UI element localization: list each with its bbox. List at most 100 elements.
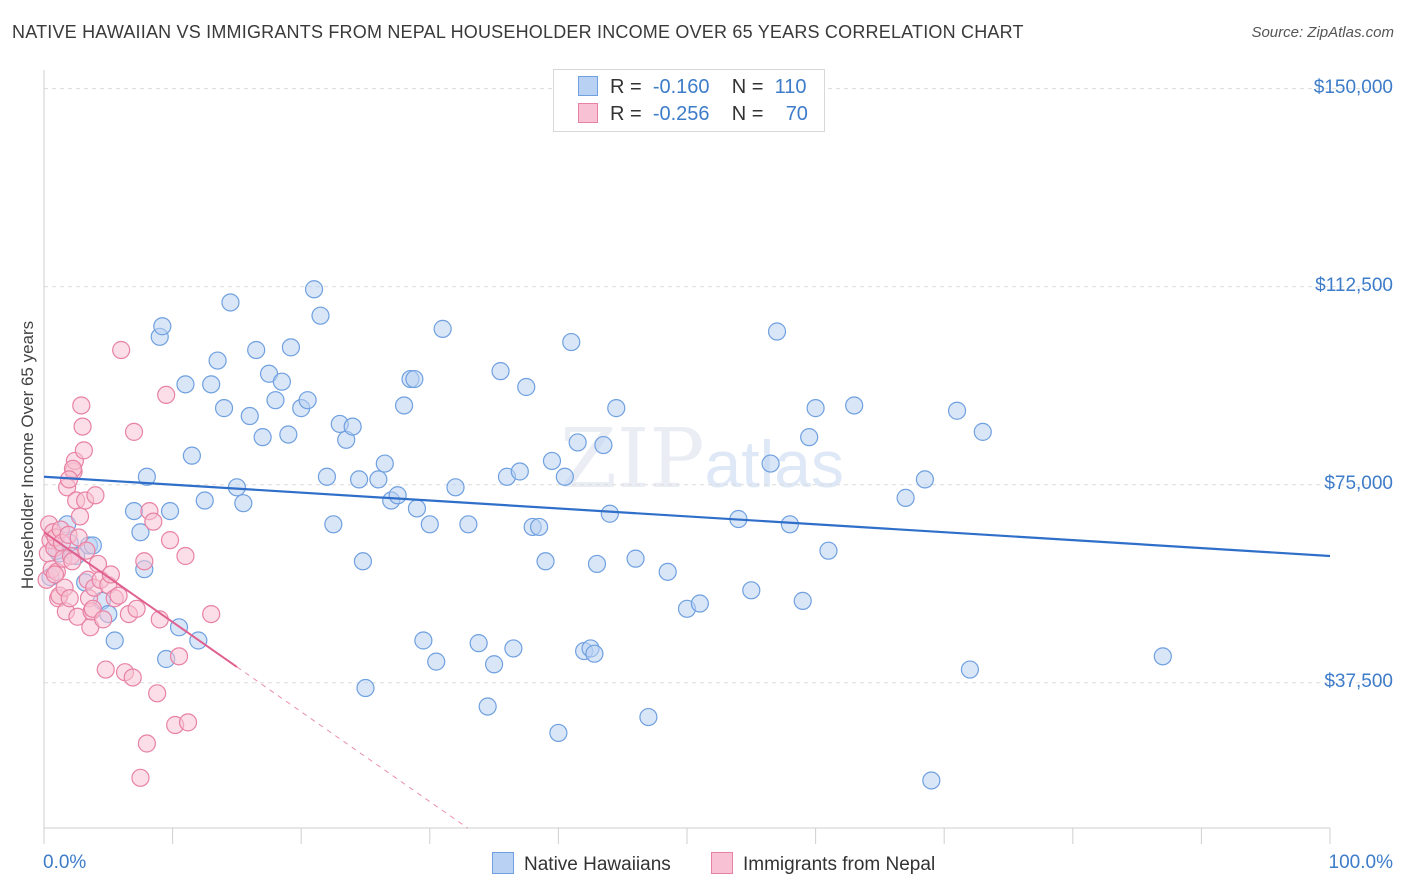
y-axis-label: Householder Income Over 65 years bbox=[18, 320, 37, 590]
data-point bbox=[549, 723, 568, 743]
data-point bbox=[178, 713, 198, 732]
trend-line-immigrants-from-nepal bbox=[43, 531, 238, 668]
data-point bbox=[922, 771, 941, 790]
data-point bbox=[144, 512, 163, 531]
data-point bbox=[690, 594, 709, 613]
data-point bbox=[973, 422, 992, 441]
data-point bbox=[202, 604, 221, 624]
data-point bbox=[767, 322, 787, 341]
data-point bbox=[324, 515, 343, 534]
legend-row-blue: R = -0.160 N = 110 bbox=[578, 76, 806, 99]
data-point bbox=[266, 391, 285, 410]
data-point bbox=[77, 541, 96, 560]
data-point bbox=[800, 428, 819, 447]
data-point bbox=[202, 375, 221, 394]
trend-extension-immigrants-from-nepal bbox=[236, 666, 468, 829]
data-point bbox=[74, 441, 93, 460]
data-point bbox=[742, 581, 761, 600]
data-point bbox=[160, 531, 180, 550]
data-point bbox=[281, 338, 301, 357]
data-point bbox=[947, 401, 967, 420]
data-point bbox=[127, 599, 146, 618]
data-point bbox=[587, 554, 607, 574]
data-point bbox=[960, 660, 980, 679]
data-point bbox=[234, 494, 253, 513]
legend-n-value: 70 bbox=[785, 103, 808, 125]
data-point bbox=[446, 478, 465, 497]
data-point bbox=[94, 610, 113, 629]
data-point bbox=[240, 406, 259, 426]
data-point bbox=[221, 293, 240, 312]
data-point bbox=[124, 422, 144, 441]
data-point bbox=[279, 425, 298, 444]
legend-row-pink: R = -0.256 N = 70 bbox=[578, 103, 808, 126]
data-point bbox=[780, 515, 799, 534]
data-point bbox=[639, 707, 658, 727]
data-point bbox=[356, 678, 375, 698]
pink-swatch-icon bbox=[578, 103, 598, 123]
data-point bbox=[530, 517, 549, 537]
y-tick-label: $37,500 bbox=[1324, 670, 1393, 692]
data-point bbox=[369, 470, 388, 489]
data-point bbox=[658, 562, 677, 581]
data-point bbox=[214, 399, 234, 418]
data-point bbox=[60, 589, 79, 608]
legend-label: Native Hawaiians bbox=[524, 854, 671, 875]
y-tick-label: $150,000 bbox=[1313, 76, 1393, 98]
data-point bbox=[304, 280, 324, 299]
source-label: Source: ZipAtlas.com bbox=[1251, 24, 1394, 41]
data-point bbox=[420, 515, 439, 534]
data-point bbox=[459, 515, 478, 534]
y-tick-label: $112,500 bbox=[1315, 274, 1393, 296]
data-point bbox=[433, 319, 452, 338]
y-tick-label: $75,000 bbox=[1324, 472, 1393, 494]
data-point bbox=[394, 396, 414, 415]
data-point bbox=[317, 467, 337, 486]
chart-title: NATIVE HAWAIIAN VS IMMIGRANTS FROM NEPAL… bbox=[12, 22, 1024, 42]
data-point bbox=[491, 362, 510, 381]
data-point bbox=[896, 488, 915, 507]
legend-r-label: R = bbox=[610, 76, 642, 98]
data-point bbox=[105, 631, 124, 650]
data-point bbox=[388, 486, 407, 505]
trend-line-native-hawaiians bbox=[43, 475, 1331, 558]
data-point bbox=[427, 652, 446, 671]
data-point bbox=[562, 332, 581, 352]
data-point bbox=[407, 499, 427, 518]
data-point bbox=[176, 546, 195, 566]
data-point bbox=[153, 317, 172, 336]
series-immigrants-from-nepal bbox=[37, 340, 221, 787]
data-point bbox=[148, 684, 167, 703]
data-point bbox=[137, 734, 156, 753]
data-point bbox=[72, 396, 91, 415]
legend-immigrants-from-nepal: Immigrants from Nepal bbox=[711, 852, 935, 876]
data-point bbox=[405, 369, 424, 389]
blue-swatch-icon bbox=[578, 76, 598, 96]
data-point bbox=[806, 399, 825, 418]
data-point bbox=[208, 351, 227, 370]
data-point bbox=[123, 668, 142, 687]
axes bbox=[43, 70, 1331, 844]
trend-lines bbox=[43, 475, 1331, 829]
data-point bbox=[70, 507, 90, 526]
data-point bbox=[247, 340, 266, 360]
data-point bbox=[761, 454, 780, 473]
data-point bbox=[195, 491, 214, 510]
legend-native-hawaiians: Native Hawaiians bbox=[492, 852, 671, 876]
data-point bbox=[109, 586, 128, 605]
data-point bbox=[176, 375, 195, 394]
data-point bbox=[414, 631, 433, 650]
data-point bbox=[112, 340, 131, 360]
pink-square-icon bbox=[711, 852, 733, 874]
data-point bbox=[485, 655, 504, 674]
series-native-hawaiians bbox=[41, 280, 1172, 790]
data-point bbox=[819, 541, 838, 560]
data-point bbox=[607, 399, 626, 418]
x-tick-min: 0.0% bbox=[43, 852, 87, 873]
data-point bbox=[73, 417, 92, 436]
grid bbox=[44, 88, 1395, 684]
data-point bbox=[915, 470, 935, 489]
data-point bbox=[86, 486, 105, 505]
data-point bbox=[478, 697, 497, 716]
